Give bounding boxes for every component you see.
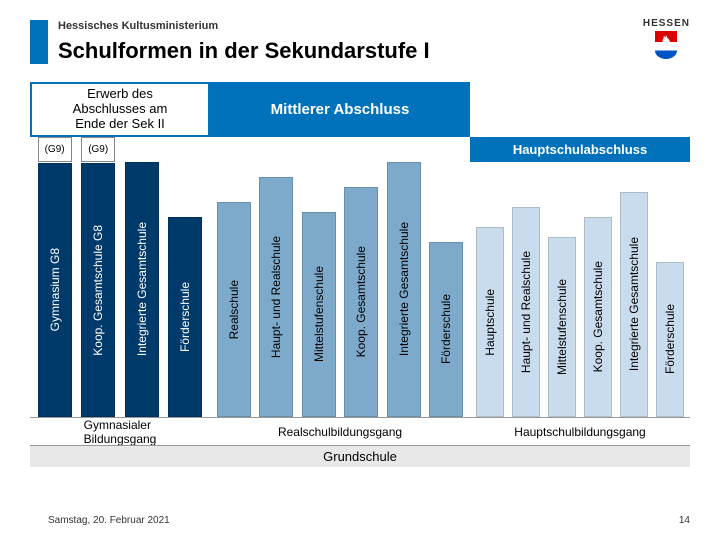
bars-area: (G9) Gymnasium G8 (G9) Koop. Gesamtschule G… [30, 137, 690, 417]
bar-label: Integrierte Gesamtschule [135, 222, 149, 356]
bar-wrap: (G9) Koop. Gesamtschule G8 [79, 137, 117, 417]
bar: Gymnasium G8 [38, 163, 72, 417]
bar-wrap: Koop. Gesamtschule [342, 137, 380, 417]
top-header: Erwerb desAbschlusses amEnde der Sek II [30, 82, 210, 137]
bar-label: Förderschule [663, 304, 677, 374]
bar-wrap: Haupt- und Realschule [257, 137, 295, 417]
footer-page-number: 14 [679, 515, 690, 526]
top-headers-row: Erwerb desAbschlusses amEnde der Sek IIM… [30, 82, 690, 137]
bar-label: Integrierte Gesamtschule [627, 237, 641, 371]
bar: Hauptschule [476, 227, 504, 417]
bar: Koop. Gesamtschule [584, 217, 612, 417]
bar-wrap: Mittelstufenschule [546, 137, 578, 417]
bar: Integrierte Gesamtschule [620, 192, 648, 417]
bar-wrap: Mittelstufenschule [300, 137, 338, 417]
slide-header: Hessisches Kultusministerium Schulformen… [30, 20, 690, 64]
grundschule-bar: Grundschule [30, 445, 690, 467]
bar-label: Förderschule [178, 282, 192, 352]
bar: Förderschule [429, 242, 463, 417]
footer-date: Samstag, 20. Februar 2021 [48, 515, 170, 526]
bar: Mittelstufenschule [548, 237, 576, 417]
bar-label: Integrierte Gesamtschule [397, 222, 411, 356]
bar-wrap: Realschule [215, 137, 253, 417]
bar: Förderschule [168, 217, 202, 417]
schulformen-diagram: Erwerb desAbschlusses amEnde der Sek IIM… [30, 82, 690, 467]
bar-label: Haupt- und Realschule [519, 251, 533, 373]
bar: Haupt- und Realschule [259, 177, 293, 417]
bar-label: Mittelstufenschule [312, 266, 326, 362]
g9-cap: (G9) [38, 137, 72, 162]
bottom-labels-row: GymnasialerBildungsgangRealschulbildungs… [30, 417, 690, 445]
bar-label: Koop. Gesamtschule G8 [91, 225, 105, 356]
hessen-logo: HESSEN ♞ [643, 18, 690, 59]
bar-label: Realschule [227, 280, 241, 339]
bar: Förderschule [656, 262, 684, 417]
bar: Integrierte Gesamtschule [125, 162, 159, 417]
bottom-label: Realschulbildungsgang [210, 417, 470, 445]
bar-wrap: Hauptschule [474, 137, 506, 417]
bar-wrap: Förderschule [654, 137, 686, 417]
bar-label: Gymnasium G8 [48, 248, 62, 331]
bar-wrap: (G9) Gymnasium G8 [36, 137, 74, 417]
ministry-label: Hessisches Kultusministerium [58, 20, 430, 32]
bar: Koop. Gesamtschule [344, 187, 378, 417]
hessen-shield-icon: ♞ [655, 31, 677, 59]
bar-label: Haupt- und Realschule [269, 236, 283, 358]
bar-label: Mittelstufenschule [555, 279, 569, 375]
bar: Koop. Gesamtschule G8 [81, 163, 115, 417]
bar-wrap: Koop. Gesamtschule [582, 137, 614, 417]
page-title: Schulformen in der Sekundarstufe I [58, 38, 430, 64]
bar-label: Hauptschule [483, 289, 497, 356]
bar-wrap: Integrierte Gesamtschule [385, 137, 423, 417]
bar-wrap: Förderschule [166, 137, 204, 417]
bar: Realschule [217, 202, 251, 417]
bar-label: Förderschule [439, 294, 453, 364]
bar-wrap: Integrierte Gesamtschule [123, 137, 161, 417]
bar-label: Koop. Gesamtschule [591, 261, 605, 372]
group-real: Realschule Haupt- und Realschule Mittelstu… [210, 137, 470, 417]
bottom-label: Hauptschulbildungsgang [470, 417, 690, 445]
bar-wrap: Haupt- und Realschule [510, 137, 542, 417]
bottom-label: GymnasialerBildungsgang [30, 417, 210, 445]
bar: Haupt- und Realschule [512, 207, 540, 417]
bar: Mittelstufenschule [302, 212, 336, 417]
bar: Integrierte Gesamtschule [387, 162, 421, 417]
group-haupt: Hauptschule Haupt- und Realschule Mittelst… [470, 137, 690, 417]
g9-cap: (G9) [81, 137, 115, 162]
group-gymnasial: (G9) Gymnasium G8 (G9) Koop. Gesamtschule G… [30, 137, 210, 417]
bar-wrap: Integrierte Gesamtschule [618, 137, 650, 417]
top-header: Mittlerer Abschluss [210, 82, 470, 137]
bar-label: Koop. Gesamtschule [354, 246, 368, 357]
bar-wrap: Förderschule [427, 137, 465, 417]
logo-text: HESSEN [643, 18, 690, 29]
